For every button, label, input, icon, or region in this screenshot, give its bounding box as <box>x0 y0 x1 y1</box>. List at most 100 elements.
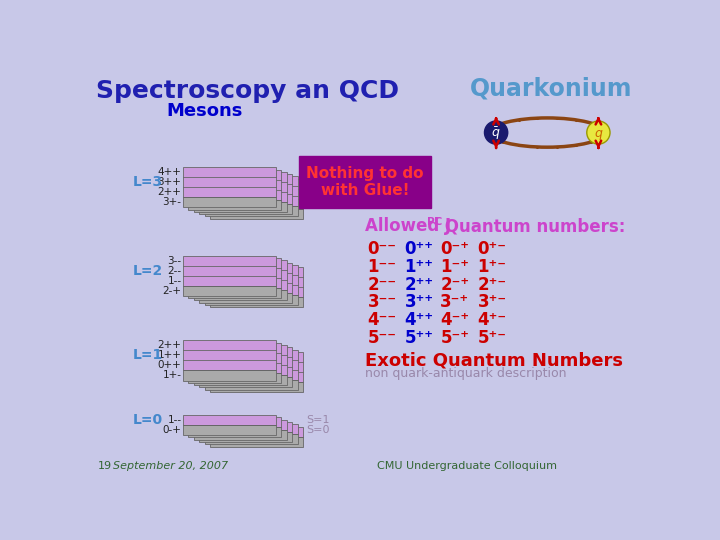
Text: 1--: 1-- <box>167 276 181 286</box>
Bar <box>189 200 282 210</box>
Bar <box>189 428 282 437</box>
Text: CMU Undergraduate Colloquium: CMU Undergraduate Colloquium <box>377 461 557 471</box>
Text: Mesons: Mesons <box>166 102 243 120</box>
Bar <box>183 286 276 296</box>
Bar <box>199 377 292 387</box>
Bar <box>189 170 282 200</box>
Bar <box>199 262 292 293</box>
Bar <box>204 295 297 305</box>
Text: q: q <box>595 127 603 140</box>
Bar <box>194 202 287 212</box>
Bar <box>183 256 276 286</box>
Text: 3⁻⁺: 3⁻⁺ <box>441 294 469 312</box>
Ellipse shape <box>485 121 508 144</box>
Text: 1--: 1-- <box>167 415 181 425</box>
Text: 4⁺⁺: 4⁺⁺ <box>405 311 433 329</box>
Text: 2--: 2-- <box>167 266 181 276</box>
Text: 2⁻⁺: 2⁻⁺ <box>441 276 469 294</box>
Bar <box>194 375 287 385</box>
Bar <box>189 258 282 288</box>
Text: Allowed J: Allowed J <box>365 217 451 235</box>
Bar <box>183 370 276 381</box>
Text: 4⁻⁺: 4⁻⁺ <box>441 311 469 329</box>
Text: 2⁺⁻: 2⁺⁻ <box>477 276 507 294</box>
Bar <box>183 415 276 425</box>
Bar <box>204 424 297 434</box>
Text: 0-+: 0-+ <box>163 425 181 435</box>
Bar <box>210 352 303 382</box>
Text: Spectroscopy an QCD: Spectroscopy an QCD <box>96 79 399 103</box>
Text: 1⁻⁻: 1⁻⁻ <box>367 258 397 276</box>
Text: 3⁻⁻: 3⁻⁻ <box>367 294 397 312</box>
Text: 19: 19 <box>98 461 112 471</box>
Text: 2-+: 2-+ <box>163 286 181 296</box>
Bar <box>204 380 297 390</box>
Text: L=3: L=3 <box>132 175 163 189</box>
Text: 1⁻⁺: 1⁻⁺ <box>441 258 469 276</box>
Bar <box>183 167 276 197</box>
Text: 5⁻⁺: 5⁻⁺ <box>441 329 469 347</box>
Text: 1⁺⁻: 1⁺⁻ <box>477 258 506 276</box>
Text: 4⁺⁻: 4⁺⁻ <box>477 311 507 329</box>
Text: 0++: 0++ <box>158 361 181 370</box>
Text: 2⁺⁺: 2⁺⁺ <box>405 276 433 294</box>
Text: L=1: L=1 <box>132 348 163 362</box>
Text: L=2: L=2 <box>132 264 163 278</box>
Text: 4++: 4++ <box>158 167 181 177</box>
Bar <box>204 177 297 206</box>
Bar <box>194 430 287 440</box>
Bar <box>199 293 292 303</box>
Text: Quarkonium: Quarkonium <box>470 76 632 100</box>
Bar <box>204 350 297 380</box>
Bar <box>210 298 303 307</box>
Bar <box>189 288 282 298</box>
Text: 4⁻⁻: 4⁻⁻ <box>367 311 397 329</box>
Bar <box>189 373 282 383</box>
Bar <box>194 291 287 300</box>
Text: non quark-antiquark description: non quark-antiquark description <box>365 367 567 380</box>
Text: 2++: 2++ <box>158 187 181 197</box>
Bar <box>199 347 292 377</box>
Bar <box>189 343 282 373</box>
Text: 1⁺⁺: 1⁺⁺ <box>405 258 433 276</box>
Bar <box>210 209 303 219</box>
Bar <box>194 172 287 202</box>
Text: 5⁺⁺: 5⁺⁺ <box>405 329 433 347</box>
Bar <box>210 427 303 437</box>
Text: 1++: 1++ <box>158 350 181 361</box>
Bar <box>210 267 303 298</box>
Bar <box>183 197 276 207</box>
Text: 0⁺⁺: 0⁺⁺ <box>405 240 433 258</box>
Text: 1+-: 1+- <box>163 370 181 381</box>
Text: Quantum numbers:: Quantum numbers: <box>438 217 625 235</box>
Text: $\bar{q}$: $\bar{q}$ <box>491 125 501 141</box>
Text: 0⁻⁺: 0⁻⁺ <box>441 240 469 258</box>
Bar <box>183 425 276 435</box>
Bar <box>204 206 297 217</box>
Bar <box>204 434 297 444</box>
Bar <box>194 345 287 375</box>
Text: 5⁺⁻: 5⁺⁻ <box>477 329 506 347</box>
Bar <box>199 432 292 442</box>
Text: Nothing to do
with Glue!: Nothing to do with Glue! <box>307 166 424 198</box>
Text: 2⁻⁻: 2⁻⁻ <box>367 276 397 294</box>
Bar <box>199 422 292 432</box>
Text: 3⁺⁻: 3⁺⁻ <box>477 294 507 312</box>
Text: 3++: 3++ <box>158 177 181 187</box>
Text: S=1: S=1 <box>306 415 330 425</box>
Ellipse shape <box>587 121 610 144</box>
Text: 0⁺⁻: 0⁺⁻ <box>477 240 506 258</box>
Bar <box>210 437 303 447</box>
Text: 3+-: 3+- <box>163 197 181 207</box>
Text: 5⁻⁻: 5⁻⁻ <box>367 329 397 347</box>
Text: S=0: S=0 <box>306 425 330 435</box>
Bar <box>210 179 303 209</box>
Bar <box>300 156 431 208</box>
Text: September 20, 2007: September 20, 2007 <box>113 461 228 471</box>
Text: 0⁻⁻: 0⁻⁻ <box>367 240 397 258</box>
Bar <box>199 174 292 204</box>
Text: 3--: 3-- <box>167 256 181 266</box>
Bar <box>183 340 276 370</box>
Text: 3⁺⁺: 3⁺⁺ <box>405 294 433 312</box>
Bar <box>194 260 287 291</box>
